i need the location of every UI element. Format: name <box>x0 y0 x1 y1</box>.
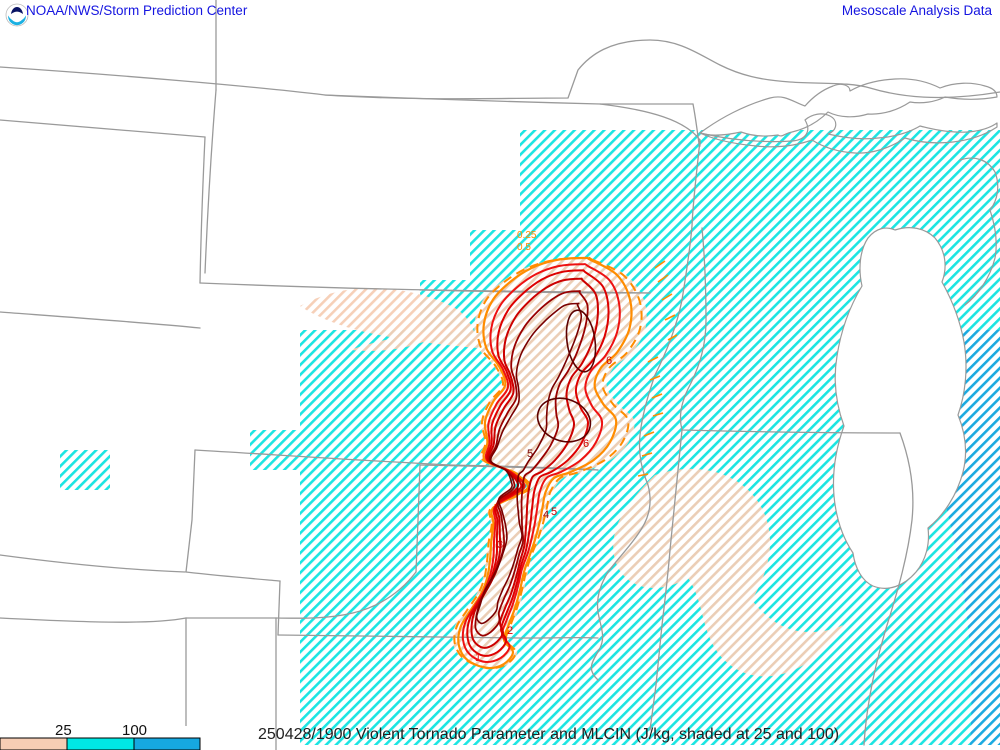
svg-text:100: 100 <box>122 722 147 739</box>
svg-text:25: 25 <box>55 722 72 739</box>
